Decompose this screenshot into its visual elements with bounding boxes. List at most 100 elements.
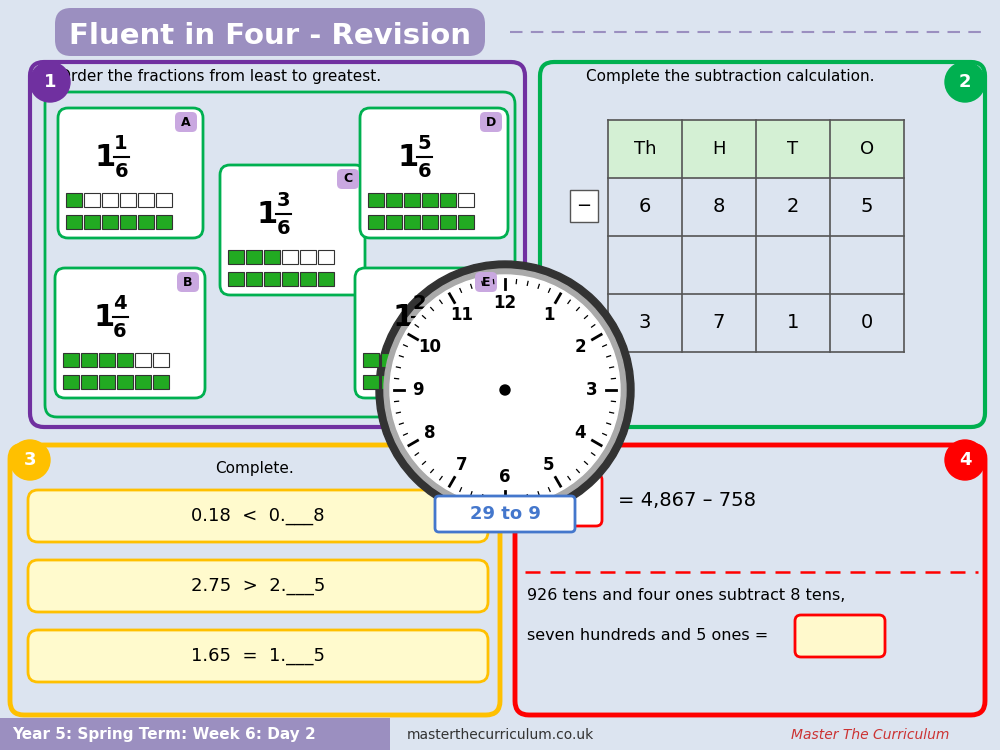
FancyBboxPatch shape — [355, 268, 503, 398]
FancyBboxPatch shape — [28, 560, 488, 612]
Bar — [264, 272, 280, 286]
Text: 1: 1 — [393, 303, 414, 332]
Bar — [138, 214, 154, 229]
Bar — [363, 374, 379, 388]
Bar — [246, 272, 262, 286]
FancyBboxPatch shape — [527, 474, 602, 526]
Text: 7: 7 — [713, 314, 725, 332]
Text: 0.18  <  0.___8: 0.18 < 0.___8 — [191, 507, 325, 525]
Text: Master The Curriculum: Master The Curriculum — [791, 728, 949, 742]
Bar — [386, 193, 402, 206]
Bar — [368, 193, 384, 206]
Text: 6: 6 — [412, 322, 426, 341]
Bar — [417, 374, 433, 388]
Circle shape — [390, 275, 620, 505]
Text: E: E — [482, 275, 490, 289]
Text: seven hundreds and 5 ones =: seven hundreds and 5 ones = — [527, 628, 768, 643]
Bar — [84, 193, 100, 206]
Text: 3: 3 — [276, 191, 290, 210]
FancyBboxPatch shape — [337, 169, 359, 189]
Bar — [153, 352, 169, 367]
Text: 8: 8 — [713, 197, 725, 217]
Text: 1: 1 — [398, 143, 419, 172]
Text: 2: 2 — [959, 73, 971, 91]
Text: D: D — [486, 116, 496, 128]
Bar — [381, 352, 397, 367]
Bar — [153, 374, 169, 388]
Text: Fluent in Four - Revision: Fluent in Four - Revision — [69, 22, 471, 50]
Text: 3: 3 — [639, 314, 651, 332]
FancyBboxPatch shape — [360, 108, 508, 238]
Bar — [99, 374, 115, 388]
Text: 4: 4 — [113, 294, 127, 313]
Bar — [458, 214, 474, 229]
Bar — [99, 352, 115, 367]
Bar — [228, 250, 244, 263]
Text: 0: 0 — [861, 314, 873, 332]
Circle shape — [384, 269, 626, 511]
Text: 1: 1 — [94, 143, 116, 172]
Text: O: O — [860, 140, 874, 158]
Text: 2.75  >  2.___5: 2.75 > 2.___5 — [191, 577, 325, 595]
Bar — [404, 193, 420, 206]
Text: −: − — [576, 197, 592, 215]
FancyBboxPatch shape — [10, 445, 500, 715]
Text: C: C — [343, 172, 353, 185]
Bar — [422, 214, 438, 229]
Bar — [0, 718, 390, 750]
Circle shape — [30, 62, 70, 102]
Bar — [120, 193, 136, 206]
Text: 6: 6 — [113, 322, 127, 341]
Text: 926 tens and four ones subtract 8 tens,: 926 tens and four ones subtract 8 tens, — [527, 587, 845, 602]
Bar — [440, 193, 456, 206]
Bar — [63, 374, 79, 388]
Text: Order the fractions from least to greatest.: Order the fractions from least to greate… — [59, 68, 381, 83]
Bar — [66, 214, 82, 229]
Text: 4: 4 — [575, 424, 586, 442]
FancyBboxPatch shape — [58, 108, 203, 238]
Text: 5: 5 — [417, 134, 431, 153]
Text: 6: 6 — [417, 162, 431, 181]
FancyBboxPatch shape — [28, 630, 488, 682]
Text: 1: 1 — [787, 314, 799, 332]
Circle shape — [945, 440, 985, 480]
Text: 9: 9 — [412, 381, 424, 399]
Text: 1: 1 — [114, 134, 128, 153]
Bar — [156, 214, 172, 229]
Bar — [417, 352, 433, 367]
Bar — [399, 374, 415, 388]
Bar — [404, 214, 420, 229]
FancyBboxPatch shape — [177, 272, 199, 292]
Text: = 4,867 – 758: = 4,867 – 758 — [618, 490, 756, 509]
Circle shape — [376, 261, 634, 519]
Bar — [135, 374, 151, 388]
Text: 8: 8 — [424, 424, 435, 442]
Text: 29 to 9: 29 to 9 — [470, 505, 540, 523]
Bar — [368, 214, 384, 229]
Bar — [435, 374, 451, 388]
Bar — [458, 193, 474, 206]
Bar — [102, 214, 118, 229]
Text: 10: 10 — [418, 338, 441, 356]
FancyBboxPatch shape — [220, 165, 365, 295]
Bar — [102, 193, 118, 206]
FancyBboxPatch shape — [480, 112, 502, 132]
Bar — [84, 214, 100, 229]
FancyBboxPatch shape — [175, 112, 197, 132]
Bar — [318, 250, 334, 263]
Text: 1: 1 — [543, 306, 554, 324]
Circle shape — [10, 440, 50, 480]
Text: Complete the subtraction calculation.: Complete the subtraction calculation. — [586, 68, 874, 83]
Circle shape — [500, 385, 510, 395]
Text: masterthecurriculum.co.uk: masterthecurriculum.co.uk — [406, 728, 594, 742]
Text: 2: 2 — [412, 294, 426, 313]
Bar — [138, 193, 154, 206]
Text: 5: 5 — [543, 456, 554, 474]
Text: 1.65  =  1.___5: 1.65 = 1.___5 — [191, 647, 325, 665]
Text: 6: 6 — [499, 468, 511, 486]
Bar — [120, 214, 136, 229]
Bar — [440, 214, 456, 229]
Text: 7: 7 — [456, 456, 467, 474]
Bar — [282, 272, 298, 286]
Bar — [156, 193, 172, 206]
